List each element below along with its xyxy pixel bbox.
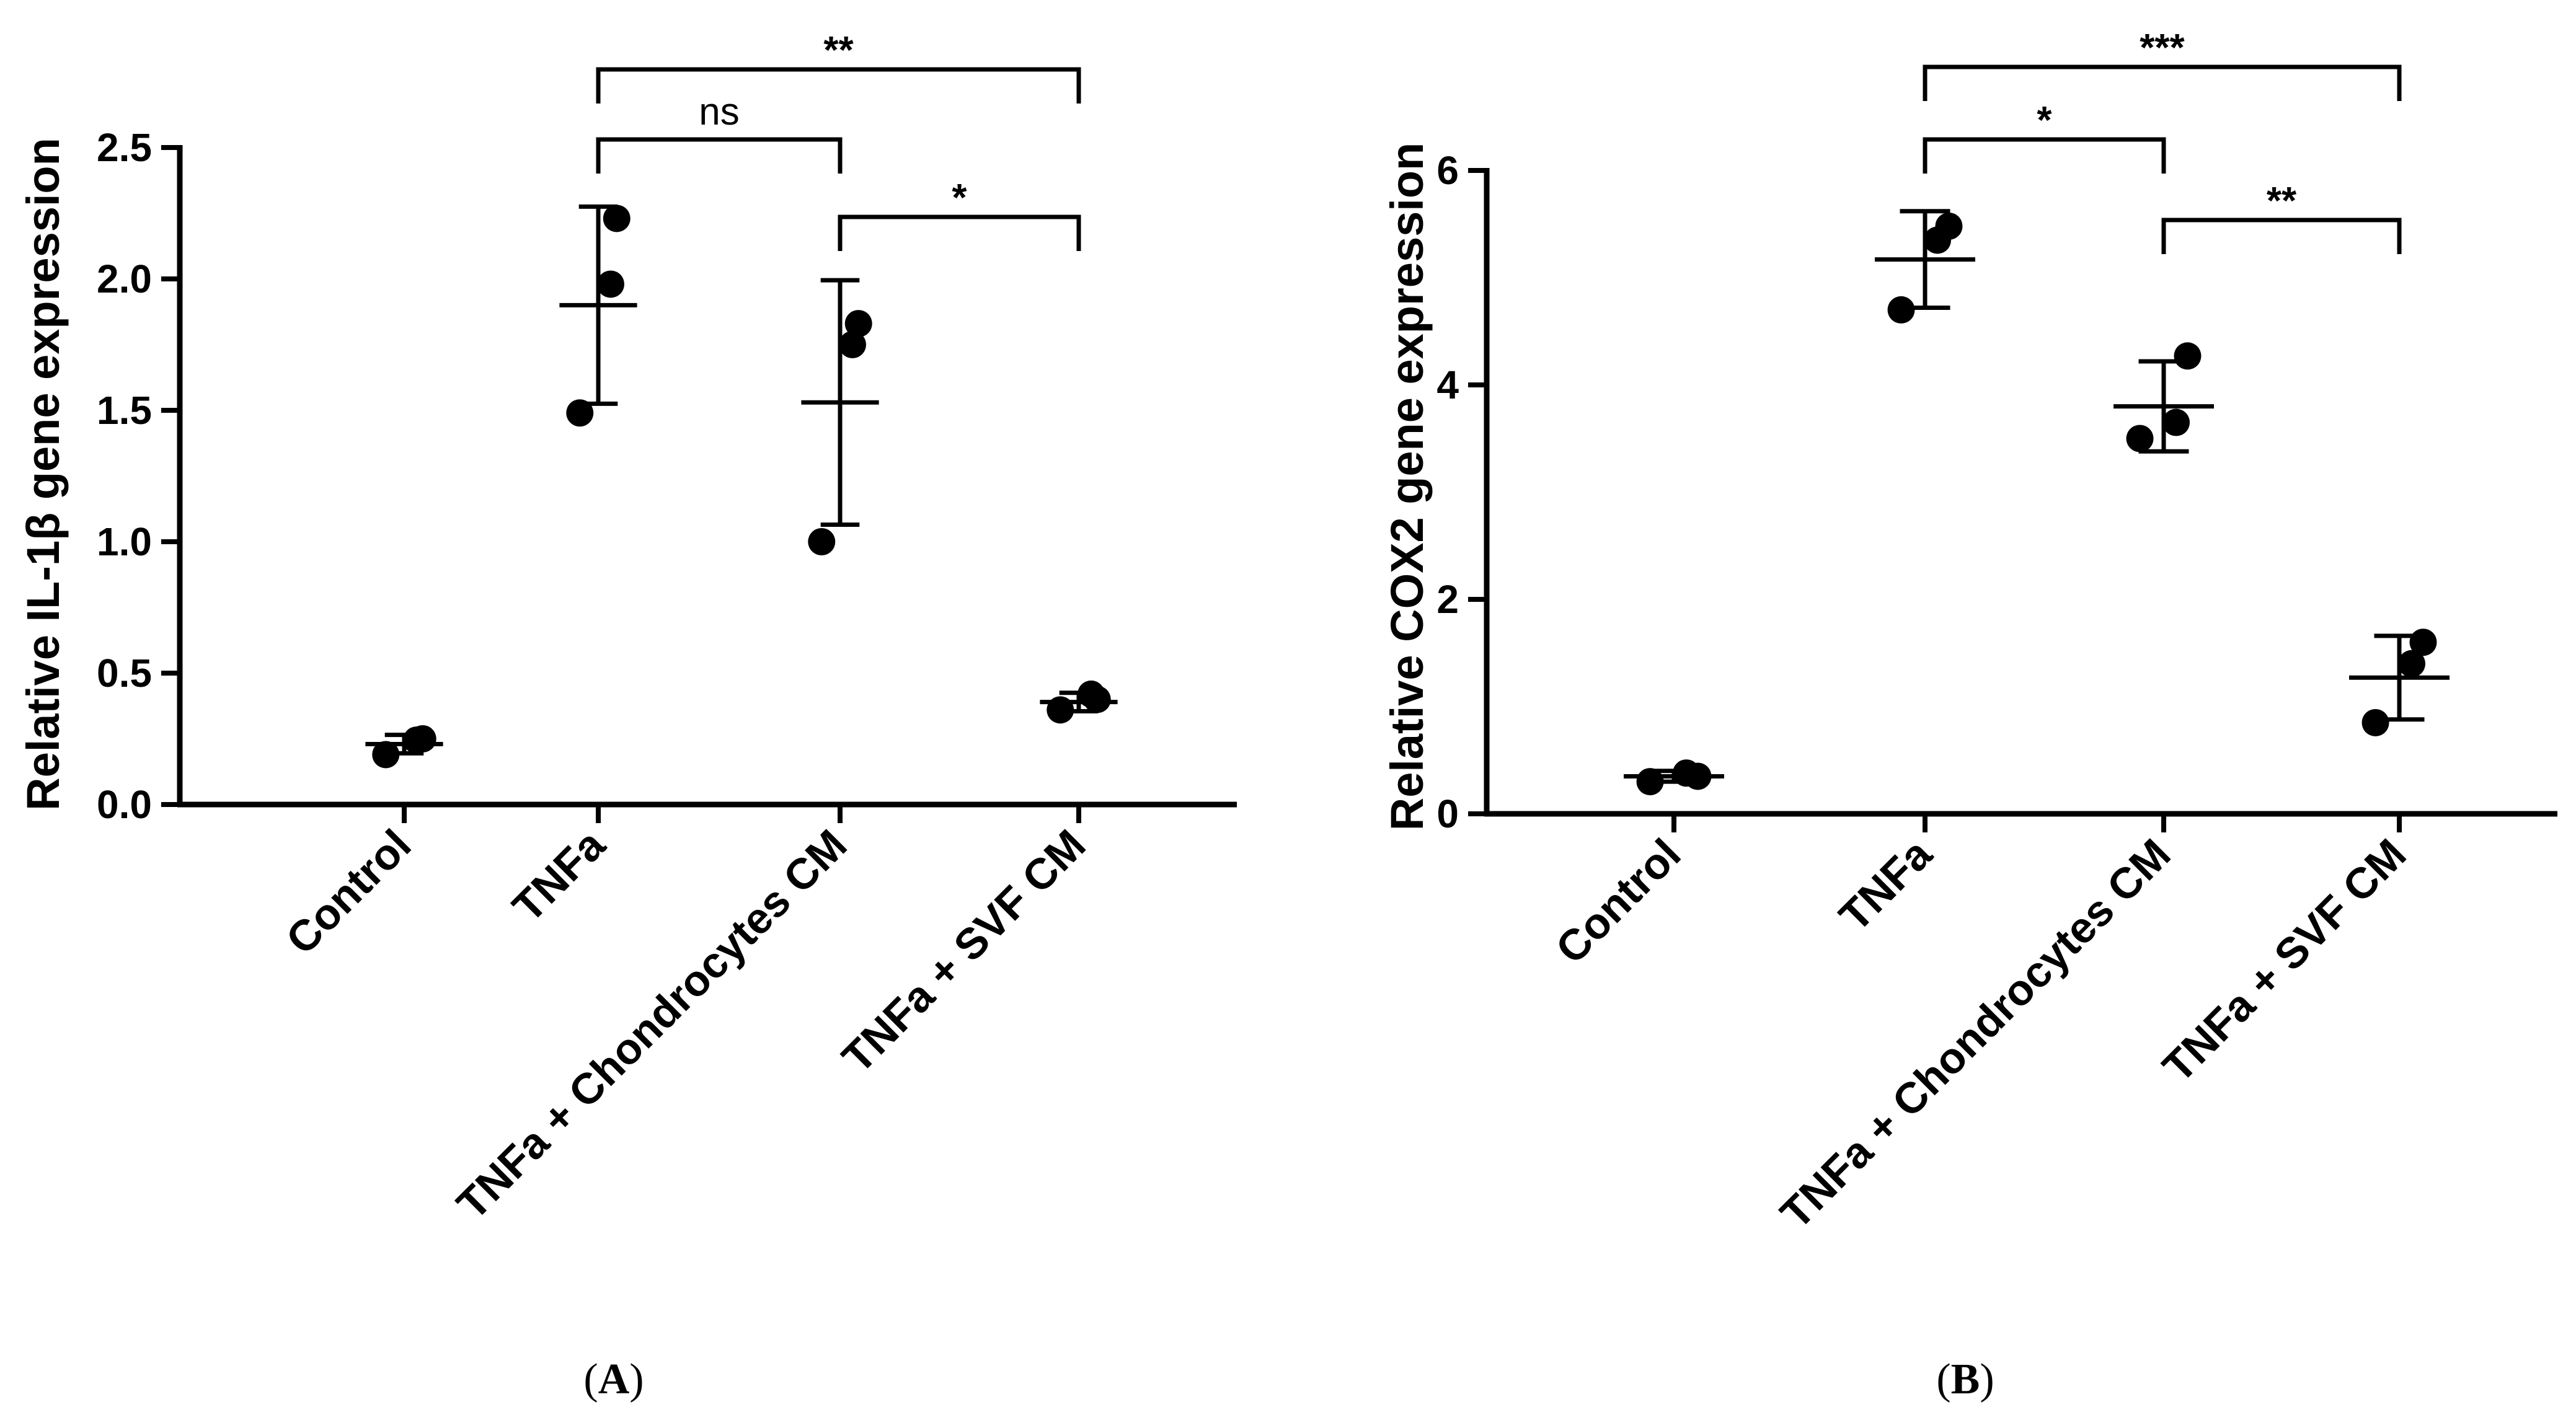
data-point [1887, 296, 1915, 324]
significance-label: ns [699, 90, 739, 133]
data-point [372, 741, 400, 769]
significance-bracket [596, 137, 843, 174]
y-tick-label: 2 [1436, 577, 1459, 622]
panel-label: (A) [583, 1356, 644, 1403]
significance-bracket [1923, 64, 2402, 101]
x-tick-label: TNFa [503, 820, 615, 932]
data-point [808, 528, 836, 555]
y-tick-label: 4 [1436, 363, 1459, 407]
data-point [844, 310, 872, 338]
significance-bracket [2161, 218, 2402, 254]
data-point [2126, 425, 2154, 452]
y-tick-label: 6 [1436, 148, 1459, 193]
x-tick-label: TNFa + Chondrocytes CM [1771, 829, 2180, 1238]
data-point [1636, 768, 1664, 796]
data-point [1935, 212, 1963, 240]
data-point [2174, 342, 2202, 370]
significance-label: * [952, 177, 967, 219]
x-tick-label: TNFa + Chondrocytes CM [448, 820, 856, 1228]
y-tick-label: 2.0 [97, 257, 152, 301]
data-point [1684, 762, 1712, 790]
x-tick-label: TNFa + SVF CM [833, 820, 1094, 1082]
y-tick-label: 1.5 [97, 388, 152, 433]
significance-label: ** [823, 29, 854, 72]
y-tick-label: 2.5 [97, 125, 152, 170]
y-tick-label: 1.0 [97, 519, 152, 564]
data-point [409, 725, 436, 752]
y-tick-label: 0.0 [97, 782, 152, 827]
data-point [597, 270, 624, 298]
significance-label: *** [2140, 27, 2185, 69]
y-tick-label: 0.5 [97, 651, 152, 695]
data-point [603, 205, 631, 232]
panel-label: (B) [1936, 1356, 1994, 1403]
data-point [2398, 650, 2425, 677]
y-axis-label: Relative IL-1β gene expression [17, 138, 69, 811]
data-point [2162, 408, 2190, 436]
data-point [1047, 696, 1074, 724]
data-point [2409, 628, 2437, 656]
data-point [566, 399, 594, 427]
panel-a: 0.0 0.5 1.0 1.5 2.0 2.5 Relative IL-1β gene ex… [17, 29, 1237, 1403]
data-point [839, 331, 866, 358]
x-tick-label: Control [1547, 829, 1690, 972]
y-tick-label: 0 [1436, 792, 1459, 836]
x-tick-label: TNFa [1830, 829, 1942, 941]
significance-bracket [838, 214, 1081, 251]
x-tick-label: TNFa + SVF CM [2153, 829, 2415, 1091]
significance-bracket [596, 67, 1081, 104]
y-axis-label: Relative COX2 gene expression [1381, 143, 1433, 831]
data-point [1083, 686, 1111, 713]
x-tick-label: Control [277, 820, 420, 963]
data-point [2361, 708, 2389, 736]
significance-bracket [1923, 137, 2166, 174]
significance-label: * [2037, 99, 2052, 142]
significance-label: ** [2267, 180, 2297, 223]
